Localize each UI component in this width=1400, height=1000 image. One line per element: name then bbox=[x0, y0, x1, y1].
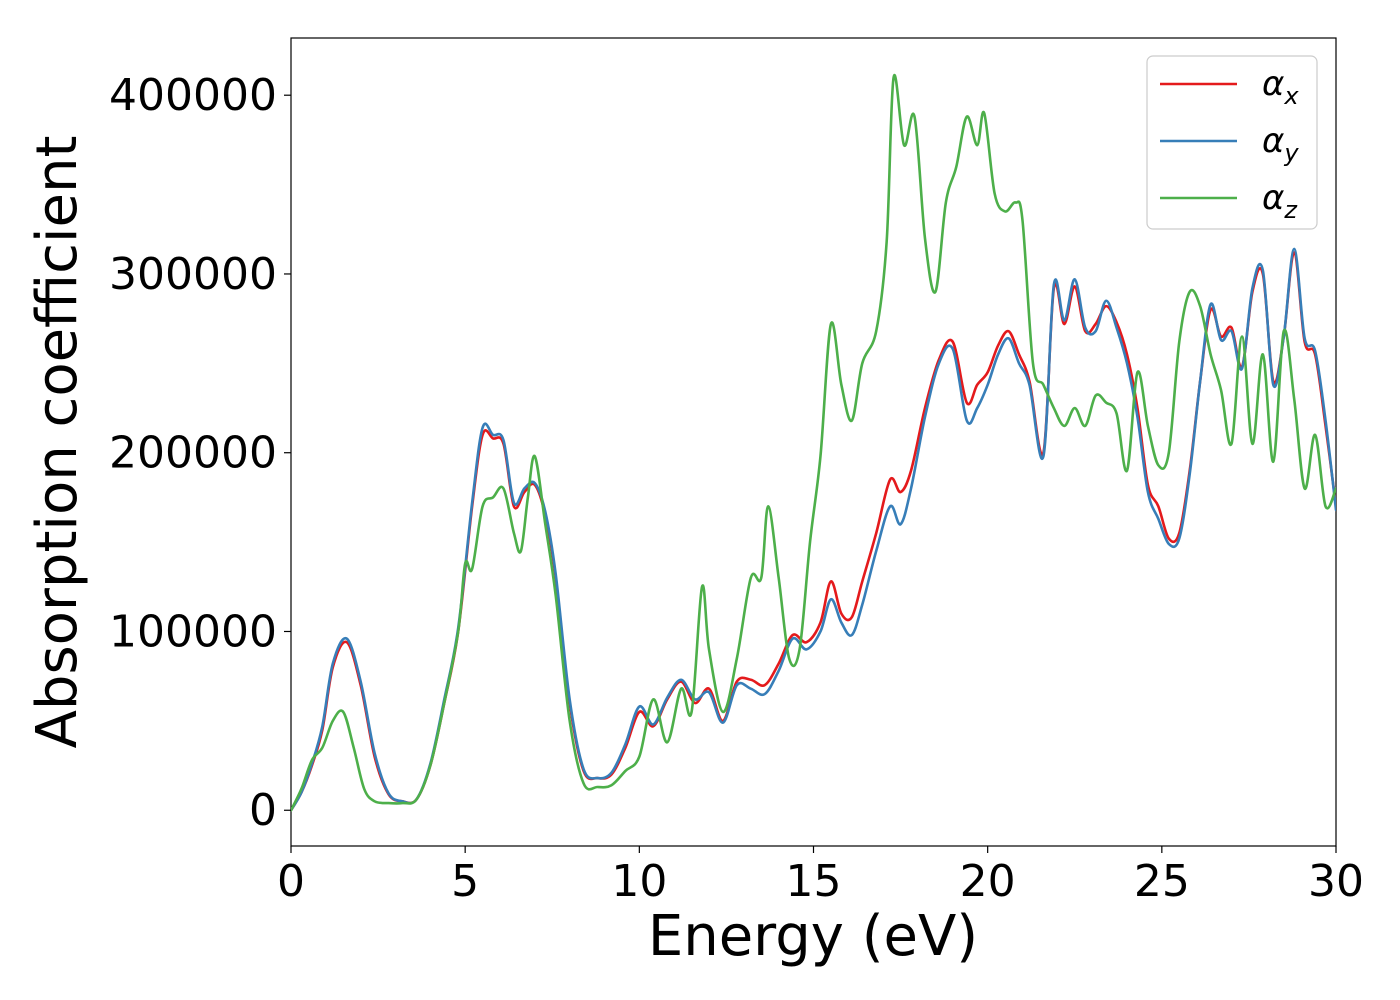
legend-subscript: z bbox=[1283, 196, 1298, 224]
legend-symbol: α bbox=[1262, 178, 1284, 218]
x-tick-label: 25 bbox=[1134, 856, 1190, 907]
legend-label-z: αz bbox=[1262, 178, 1298, 224]
y-tick-label: 100000 bbox=[109, 606, 277, 657]
y-tick-label: 400000 bbox=[109, 70, 277, 121]
x-tick-label: 30 bbox=[1308, 856, 1364, 907]
x-tick-label: 0 bbox=[277, 856, 305, 907]
series-line-z bbox=[291, 73, 1336, 812]
x-tick-label: 5 bbox=[451, 856, 479, 907]
legend-box bbox=[1146, 55, 1318, 230]
series-lines bbox=[291, 73, 1336, 812]
x-axis-title: Energy (eV) bbox=[648, 904, 978, 969]
x-axis-ticks: 0 5 10 15 20 25 30 bbox=[277, 846, 1364, 907]
x-tick-label: 20 bbox=[960, 856, 1016, 907]
y-tick-label: 200000 bbox=[109, 428, 277, 479]
y-axis-ticks: 0 100000 200000 300000 400000 bbox=[109, 70, 291, 836]
legend-symbol: α bbox=[1262, 121, 1284, 161]
y-tick-label: 0 bbox=[249, 785, 277, 836]
y-axis-title: Absorption coefficient bbox=[25, 136, 90, 749]
legend-subscript: x bbox=[1283, 82, 1299, 110]
legend-subscript: y bbox=[1283, 139, 1299, 167]
x-tick-label: 15 bbox=[786, 856, 842, 907]
y-tick-label: 300000 bbox=[109, 249, 277, 300]
series-line-y bbox=[291, 247, 1336, 812]
legend-label-y: αy bbox=[1262, 121, 1299, 167]
x-tick-label: 10 bbox=[611, 856, 667, 907]
legend-symbol: α bbox=[1262, 64, 1284, 104]
legend-label-x: αx bbox=[1262, 64, 1299, 110]
